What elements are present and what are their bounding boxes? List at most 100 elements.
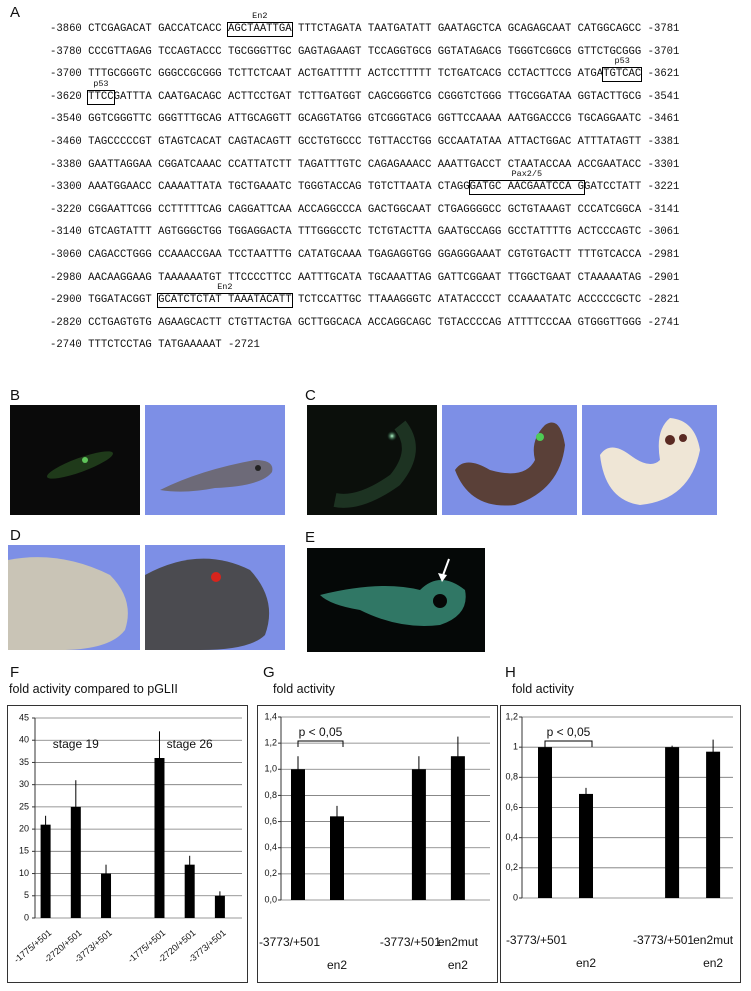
sequence-text: CCCGTTAGAG TCCAGTACCC TGCGGGTTGC GAGTAGA… (88, 45, 642, 58)
sequence-text: TTTCTCCTAG TATGAAAAAT (88, 339, 222, 352)
photo-detail (333, 420, 416, 508)
x-tick-label: en2mut (693, 933, 734, 947)
sequence-line: -3060 CAGACCTGGG CCAAACCGAA TCCTAATTTG C… (50, 244, 679, 267)
panel-label: E (305, 529, 315, 546)
sequence-line: -2980 AACAAGGAAG TAAAAAATGT TTCCCCTTCC A… (50, 267, 679, 290)
x-tick-label: en2 (327, 958, 347, 972)
significance-bracket (297, 740, 344, 747)
x-tick-label: en2mut (438, 935, 479, 949)
photo-detail (665, 435, 675, 445)
photo-detail (8, 557, 128, 650)
photo-detail (600, 418, 700, 505)
sequence-text: CCTGAGTGTG AGAAGCACTT CTGTTACTGA GCTTGGC… (88, 316, 642, 329)
sequence-line: -2900 TGGATACGGT En2 GCATCTCTAT TAAATACAT… (50, 282, 680, 312)
y-tick-label: 1,2 (264, 738, 277, 748)
position-start: -3620 (50, 90, 82, 103)
sequence-text: CGGAATTCGG CCTTTTTCAG CAGGATTCAA ACCAGGC… (88, 203, 642, 216)
sequence-line: -3700 TTTGCGGGTC GGGCCGCGGG TCTTCTCAAT A… (50, 56, 679, 86)
sequence-text: AAATGGAACC CAAAATTATA TGCTGAAATC TGGGTAC… (88, 181, 470, 194)
sequence-text: TTTCTAGATA TAATGATATT GAATAGCTCA GCAGAGC… (291, 23, 642, 35)
sequence-line: -3780 CCCGTTAGAG TCCAGTACCC TGCGGGTTGC G… (50, 41, 679, 64)
sequence-line: -2820 CCTGAGTGTG AGAAGCACTT CTGTTACTGA G… (50, 312, 679, 335)
position-end: -3301 (647, 158, 680, 171)
position-end: -2981 (647, 248, 680, 261)
photo-detail (387, 431, 397, 441)
y-tick-label: 0,0 (264, 894, 277, 904)
group-label: stage 26 (167, 737, 213, 751)
sequence-text: TTTGCGGGTC GGGCCGCGGG TCTTCTCAAT ACTGATT… (88, 68, 604, 81)
chart-title: fold activity compared to pGLII (9, 682, 178, 696)
motif-sequence: AGCTAATTGA (228, 23, 292, 35)
x-tick-label: -3773/+501 (259, 935, 320, 949)
chart-frame (257, 705, 498, 983)
chart-title: fold activity (273, 682, 336, 696)
position-end: -3541 (647, 90, 680, 103)
position-end: -3781 (647, 23, 680, 35)
position-start: -3300 (50, 181, 82, 194)
x-tick-label: en2 (703, 956, 723, 970)
sequence-line: -3860 CTCGAGACAT GACCATCACC En2 AGCTAATTG… (50, 11, 680, 41)
x-tick-label: -3773/+501 (633, 933, 694, 947)
bar (579, 793, 593, 898)
bar (538, 747, 552, 898)
motif-label: En2 (217, 282, 233, 293)
panel-label: B (10, 387, 20, 404)
panel-label: F (10, 664, 19, 681)
position-end: -3461 (647, 113, 680, 126)
sequence-line: -3380 GAATTAGGAA CGGATCAAAC CCATTATCTT T… (50, 154, 679, 177)
position-start: -3220 (50, 203, 82, 216)
position-end: -3061 (647, 226, 680, 239)
y-tick-label: 5 (24, 890, 29, 900)
sequence-line: -3300 AAATGGAACC CAAAATTATA TGCTGAAATC T… (50, 169, 679, 199)
position-start: -2740 (50, 339, 82, 352)
bar (214, 895, 225, 918)
sequence: -3860 CTCGAGACAT GACCATCACC En2 AGCTAATTG… (50, 11, 680, 357)
photo-detail (82, 457, 88, 463)
sequence-line: -3140 GTCAGTATTT AGTGGGCTGG TGGAGGACTA T… (50, 221, 679, 244)
motif-sequence: GCATCTCTAT TAAATACATT (158, 294, 292, 307)
position-end: -2741 (647, 316, 680, 329)
arrow-head (438, 573, 447, 582)
panel-label: C (305, 387, 316, 404)
position-start: -3700 (50, 68, 82, 81)
x-tick-label: en2 (448, 958, 468, 972)
y-tick-label: 0 (513, 892, 518, 902)
y-tick-label: 1,0 (264, 764, 277, 774)
group-label: stage 19 (53, 737, 99, 751)
annotation: p < 0,05 (547, 725, 591, 739)
y-tick-label: 0,4 (505, 832, 518, 842)
photo-detail (211, 572, 221, 582)
motif-box: p53 TGTCAC (602, 56, 643, 83)
motif-sequence: TTCC (88, 90, 114, 103)
position-start: -3380 (50, 158, 82, 171)
motif-box: p53 TTCC (87, 79, 115, 105)
bar (450, 756, 465, 900)
position-end: -2821 (647, 294, 680, 307)
y-tick-label: 30 (19, 779, 29, 789)
motif-sequence: TGTCAC (603, 68, 642, 81)
bar (184, 864, 195, 918)
position-end: -3701 (647, 45, 680, 58)
sequence-text: GAATTAGGAA CGGATCAAAC CCATTATCTT TAGATTT… (88, 158, 642, 171)
x-tick-label: -3773/+501 (380, 935, 441, 949)
y-tick-label: 0,6 (264, 816, 277, 826)
position-start: -2900 (50, 294, 82, 307)
photo-detail (255, 465, 261, 471)
y-tick-label: 0,2 (264, 868, 277, 878)
motif-box: Pax2/5 GATGC AACGAATCCA G (468, 169, 586, 196)
position-start: -3140 (50, 226, 82, 239)
photo-detail (679, 434, 687, 442)
x-tick-label: en2 (576, 956, 596, 970)
photo-detail (433, 594, 447, 608)
position-start: -2820 (50, 316, 82, 329)
y-tick-label: 0,8 (264, 790, 277, 800)
photo-detail (160, 460, 273, 492)
motif-label: Pax2/5 (511, 169, 543, 180)
photo-detail (145, 558, 270, 650)
panel-label: A (10, 4, 20, 21)
sequence-text: GATCCTATT (584, 181, 642, 194)
y-tick-label: 1 (513, 742, 518, 752)
sequence-text: CAGACCTGGG CCAAACCGAA TCCTAATTTG CATATGC… (88, 248, 642, 261)
bar (411, 769, 426, 900)
